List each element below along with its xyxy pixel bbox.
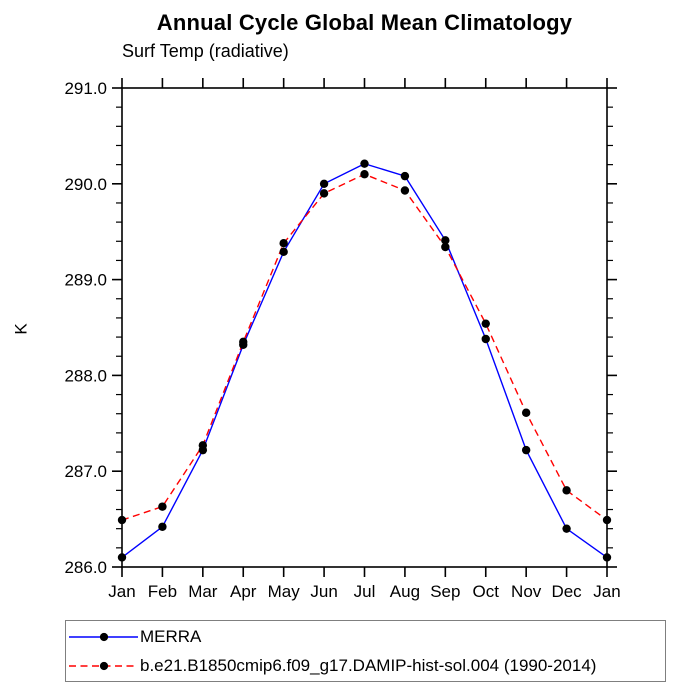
chart-title: Annual Cycle Global Mean Climatology (156, 10, 573, 35)
x-tick-label: Sep (430, 582, 460, 601)
y-tick-label: 290.0 (64, 175, 107, 194)
data-point-marker (521, 408, 531, 417)
legend-label-merra: MERRA (140, 626, 202, 646)
data-point-marker (319, 179, 329, 188)
legend-line-sample-model (69, 661, 138, 670)
data-point-marker (158, 522, 167, 531)
legend-line-sample-merra (69, 632, 138, 641)
data-point-marker (158, 502, 167, 511)
data-point-marker (602, 515, 612, 525)
data-point-marker (117, 515, 127, 525)
data-point-marker (441, 242, 450, 252)
chart-subtitle: Surf Temp (radiative) (122, 41, 289, 61)
y-tick-label: 286.0 (64, 558, 107, 577)
series-line-0 (121, 162, 608, 558)
data-point-marker (602, 553, 612, 562)
legend-marker-icon (99, 661, 109, 670)
data-point-marker (198, 441, 208, 450)
plot-area: 286.0 287.0 288.0 289.0 290.0 291.0 Jan Feb Mar A… (64, 78, 621, 601)
data-point-marker (360, 170, 369, 179)
legend-marker-icon (99, 632, 109, 641)
x-tick-label: Dec (551, 582, 582, 601)
data-point-marker (562, 524, 571, 533)
x-tick-label: Apr (230, 582, 257, 601)
y-tick-label: 291.0 (64, 79, 107, 98)
data-point-marker (400, 186, 410, 195)
x-tick-label: Nov (511, 582, 542, 601)
data-point-marker (400, 171, 410, 181)
x-tick-label: Feb (148, 582, 177, 601)
x-tick-label: Jan (593, 582, 620, 601)
x-tick-label: Jul (354, 582, 376, 601)
series-line-1 (121, 173, 608, 521)
data-point-marker (481, 334, 490, 344)
data-point-marker (441, 236, 450, 245)
data-point-marker (239, 337, 248, 347)
legend: MERRA b.e21.B1850cmip6.f09_g17.DAMIP-his… (65, 620, 666, 682)
data-point-marker (521, 445, 531, 455)
y-tick-label: 288.0 (64, 366, 107, 385)
legend-item-model: b.e21.B1850cmip6.f09_g17.DAMIP-hist-sol.… (66, 651, 665, 680)
plot-frame (121, 87, 608, 568)
x-tick-label: May (268, 582, 301, 601)
x-tick-label: Jan (108, 582, 135, 601)
data-point-marker (279, 238, 288, 248)
y-tick-label: 289.0 (64, 271, 107, 290)
legend-label-model: b.e21.B1850cmip6.f09_g17.DAMIP-hist-sol.… (140, 655, 597, 675)
x-tick-label: Oct (473, 582, 500, 601)
y-tick-label: 287.0 (64, 462, 107, 481)
x-tick-label: Jun (310, 582, 337, 601)
data-point-marker (360, 159, 369, 168)
data-point-marker (279, 247, 288, 257)
legend-item-merra: MERRA (66, 622, 665, 651)
x-tick-label: Aug (390, 582, 420, 601)
data-point-marker (319, 189, 329, 198)
data-point-marker (562, 486, 571, 495)
x-tick-label: Mar (188, 582, 218, 601)
data-point-marker (117, 553, 127, 562)
data-point-marker (481, 319, 490, 328)
